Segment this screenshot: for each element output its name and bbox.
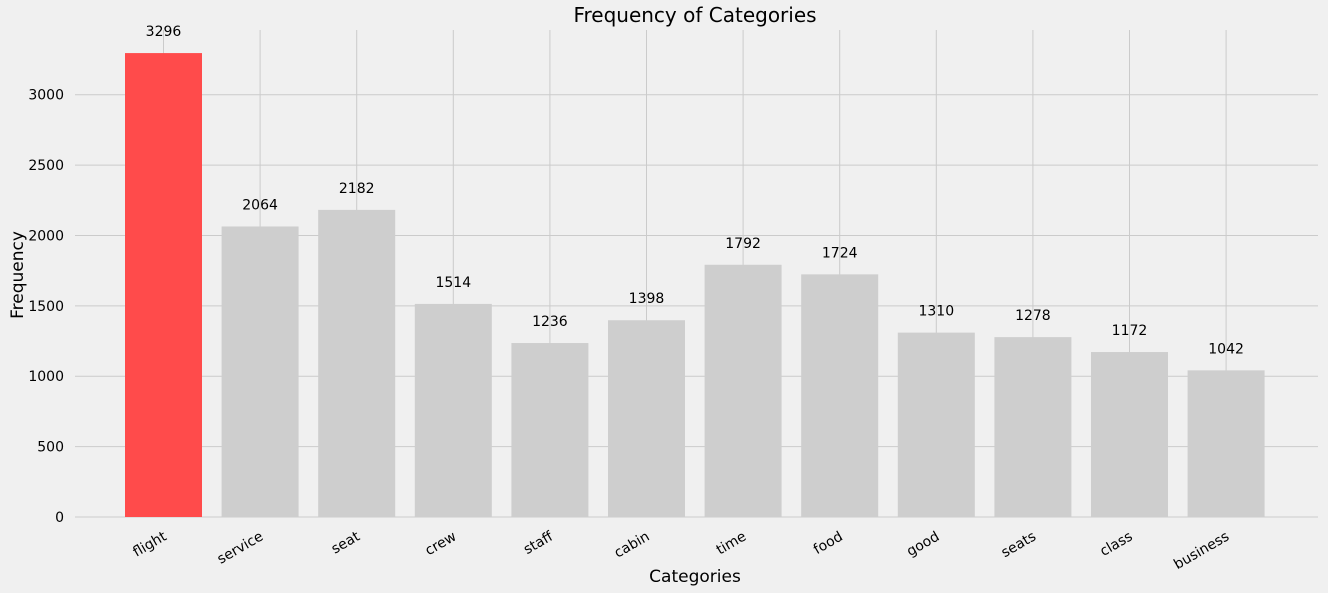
bar-value-label: 1042 [1208,341,1244,357]
bar-class [1091,352,1168,517]
bar-value-labels: 3296 2064 2182 1514 1236 1398 1792 1724 1310 1278… [146,24,1244,357]
bar-seat [318,209,396,517]
bar-value-label: 1236 [532,314,568,330]
y-tick-label: 500 [37,440,64,456]
bar-staff [511,343,589,517]
bar-value-label: 2182 [339,181,375,197]
y-tick-label: 0 [55,510,64,526]
x-tick-label: seat [329,528,363,557]
y-tick-label: 2000 [28,228,64,244]
bar-business [1187,370,1265,517]
bar-service [221,226,299,517]
bar-cabin [608,320,685,517]
y-tick-label: 3000 [28,88,64,104]
bar-crew [414,303,492,517]
y-axis-label: Frequency [8,231,28,319]
bar-time [704,264,782,517]
bar-value-label: 1398 [629,291,665,307]
bar-value-label: 1172 [1112,323,1148,339]
y-tick-label: 1500 [28,299,64,315]
bar-value-label: 1310 [918,304,954,320]
y-tick-label: 1000 [28,369,64,385]
x-tick-label: cabin [612,529,653,562]
x-tick-label: seats [999,529,1039,561]
x-tick-label: class [1097,529,1135,560]
chart-title: Frequency of Categories [573,3,816,27]
y-tick-label: 2500 [28,158,64,174]
bar-good [897,332,975,517]
bar-seats [994,337,1072,517]
x-tick-label: good [904,529,942,560]
x-tick-label: food [811,529,846,558]
x-tick-label: flight [130,528,170,560]
x-tick-label: service [215,529,266,568]
bar-value-label: 2064 [242,197,278,213]
x-tick-label: staff [521,528,556,558]
y-tick-labels: 0 500 1000 1500 2000 2500 3000 [28,88,64,526]
bar-value-label: 1514 [435,275,471,291]
x-tick-label: business [1171,529,1232,573]
bar-value-label: 3296 [146,24,182,40]
x-axis-label: Categories [649,567,741,587]
x-tick-label: crew [423,529,460,559]
bar-food [801,274,879,517]
bar-value-label: 1278 [1015,308,1051,324]
bars [125,53,1265,517]
bar-flight [125,53,202,517]
bar-value-label: 1724 [822,245,858,261]
x-tick-label: time [714,529,749,559]
bar-value-label: 1792 [725,236,761,252]
